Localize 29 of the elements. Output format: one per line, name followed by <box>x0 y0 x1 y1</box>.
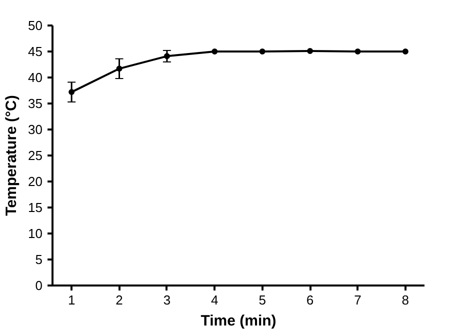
x-tick-label: 7 <box>354 292 362 308</box>
y-tick-label: 0 <box>35 278 43 293</box>
x-tick-label: 4 <box>211 292 218 308</box>
y-tick-label: 25 <box>28 148 43 163</box>
point <box>116 66 122 72</box>
y-tick-label: 40 <box>28 70 43 85</box>
point <box>354 48 361 54</box>
y-axis-title: Temperature (°C) <box>3 95 20 216</box>
y-tick-label: 45 <box>28 44 43 59</box>
x-tick-label: 6 <box>306 292 314 308</box>
point <box>307 48 314 54</box>
x-tick-label: 8 <box>402 292 410 308</box>
point <box>164 53 170 60</box>
point <box>212 48 218 54</box>
x-axis-title: Time (min) <box>200 312 276 330</box>
x-tick-label: 2 <box>116 292 123 308</box>
x-tick-label: 5 <box>258 292 266 308</box>
y-tick-label: 20 <box>28 174 43 189</box>
x-tick-label: 1 <box>68 292 76 308</box>
point <box>68 89 75 96</box>
y-tick-label: 50 <box>28 18 43 33</box>
y-tick-label: 15 <box>28 200 43 215</box>
y-tick-label: 10 <box>28 226 43 241</box>
y-tick-label: 5 <box>35 252 43 267</box>
x-tick-label: 3 <box>163 292 171 308</box>
y-tick-label: 30 <box>28 122 43 137</box>
y-tick-label: 35 <box>28 96 43 111</box>
point <box>402 48 408 54</box>
point <box>259 48 266 54</box>
